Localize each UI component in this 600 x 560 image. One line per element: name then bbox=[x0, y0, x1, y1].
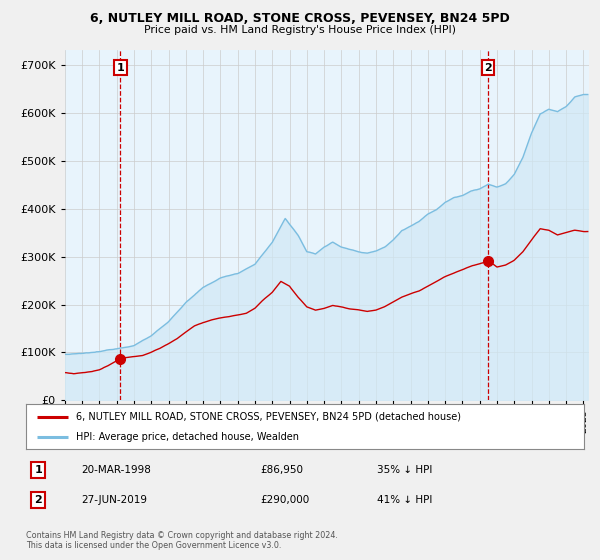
Text: £290,000: £290,000 bbox=[260, 495, 310, 505]
Text: 6, NUTLEY MILL ROAD, STONE CROSS, PEVENSEY, BN24 5PD (detached house): 6, NUTLEY MILL ROAD, STONE CROSS, PEVENS… bbox=[76, 412, 461, 422]
Text: 6, NUTLEY MILL ROAD, STONE CROSS, PEVENSEY, BN24 5PD: 6, NUTLEY MILL ROAD, STONE CROSS, PEVENS… bbox=[90, 12, 510, 25]
Text: 1: 1 bbox=[34, 465, 42, 475]
Text: 20-MAR-1998: 20-MAR-1998 bbox=[82, 465, 151, 475]
Text: 2: 2 bbox=[484, 63, 492, 73]
Text: HPI: Average price, detached house, Wealden: HPI: Average price, detached house, Weal… bbox=[76, 432, 299, 442]
Text: 2: 2 bbox=[34, 495, 42, 505]
Text: 35% ↓ HPI: 35% ↓ HPI bbox=[377, 465, 433, 475]
Text: 27-JUN-2019: 27-JUN-2019 bbox=[82, 495, 148, 505]
Text: 41% ↓ HPI: 41% ↓ HPI bbox=[377, 495, 433, 505]
Text: Contains HM Land Registry data © Crown copyright and database right 2024.
This d: Contains HM Land Registry data © Crown c… bbox=[26, 531, 338, 550]
Text: 1: 1 bbox=[116, 63, 124, 73]
Text: Price paid vs. HM Land Registry's House Price Index (HPI): Price paid vs. HM Land Registry's House … bbox=[144, 25, 456, 35]
Text: £86,950: £86,950 bbox=[260, 465, 303, 475]
